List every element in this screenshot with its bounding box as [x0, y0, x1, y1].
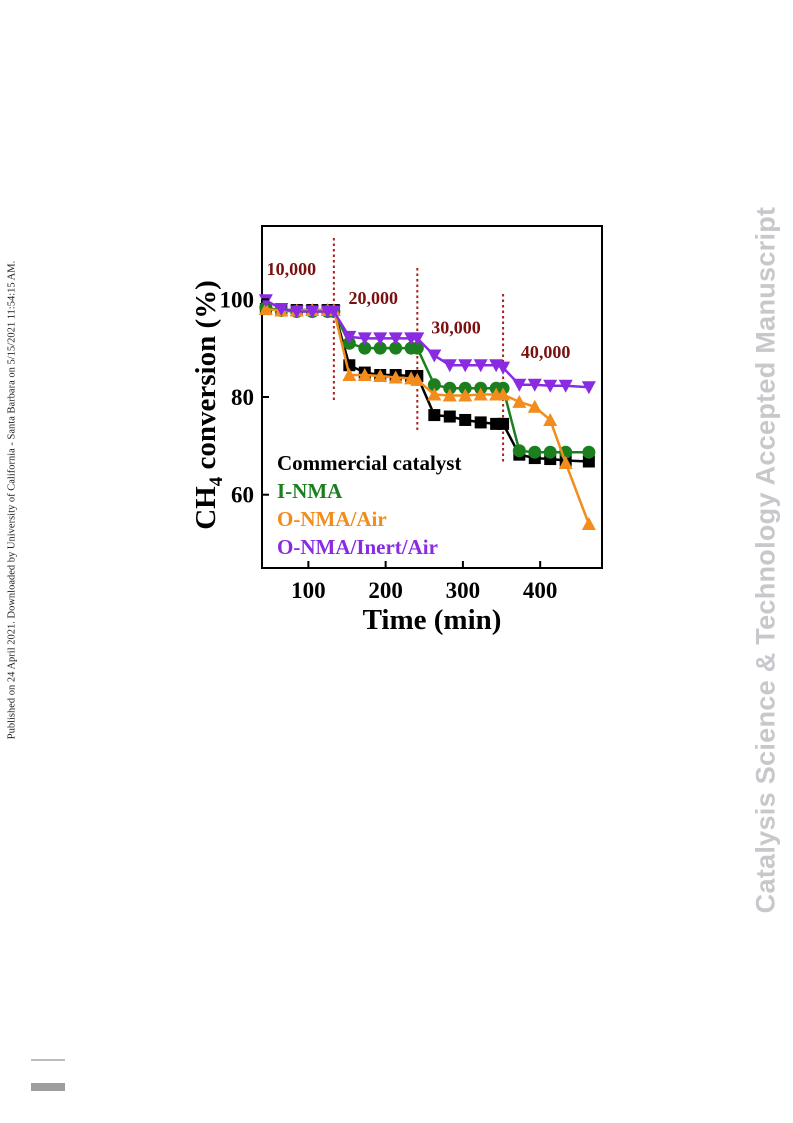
y-axis-label-sub: 4 — [206, 476, 227, 486]
y-tick-label-100: 100 — [220, 287, 255, 312]
series-1-point-13 — [428, 409, 441, 422]
series-1-point-18 — [497, 417, 510, 430]
stage-dividers — [332, 238, 505, 462]
series-2-point-9 — [373, 341, 387, 355]
x-tick-label-100: 100 — [291, 578, 326, 603]
series-4-point-14 — [442, 359, 457, 373]
stage-label-1: 10,000 — [267, 259, 317, 279]
series-1-point-16 — [474, 416, 487, 429]
series-4-point-7 — [342, 330, 357, 344]
series-3-point-13 — [427, 387, 442, 401]
y-axis-label-prefix: CH — [190, 486, 222, 530]
x-tick-label-200: 200 — [368, 578, 403, 603]
series-1-point-23 — [582, 455, 595, 468]
series-1-point-15 — [459, 413, 472, 426]
series-3-point-8 — [357, 368, 372, 382]
series-3-point-1 — [258, 302, 273, 316]
series-3-point-12 — [410, 372, 425, 386]
series-3-point-23 — [581, 517, 596, 531]
series-3-point-14 — [442, 388, 457, 402]
y-tick-label-60: 60 — [231, 483, 254, 508]
series-4-point-3 — [289, 305, 304, 319]
x-axis-label: Time (min) — [363, 604, 502, 636]
series-4-point-12 — [410, 332, 425, 346]
series-4-point-15 — [458, 359, 473, 373]
series-4-point-1 — [258, 294, 273, 308]
series-4-point-10 — [388, 332, 403, 346]
x-tick-label-300: 300 — [446, 578, 481, 603]
y-axis-label-suffix: conversion (%) — [190, 280, 222, 477]
series-layer — [258, 294, 596, 531]
series-1-point-14 — [443, 410, 456, 423]
stage-label-2: 20,000 — [349, 288, 399, 308]
series-2-point-23 — [582, 445, 596, 459]
series-2-point-19 — [512, 444, 526, 458]
legend-entry-4: O-NMA/Inert/Air — [277, 535, 438, 559]
legend-entry-3: O-NMA/Air — [277, 507, 387, 531]
labels-layer: 10,000 20,000 30,000 40,000 — [267, 259, 571, 362]
series-3-point-10 — [388, 370, 403, 384]
series-4-point-6 — [326, 305, 341, 319]
series-4-point-2 — [274, 303, 289, 317]
y-tick-label-80: 80 — [231, 385, 254, 410]
series-4-point-4 — [305, 305, 320, 319]
series-4-point-8 — [357, 332, 372, 346]
legend-entry-1: Commercial catalyst — [277, 451, 461, 475]
series-3-point-21 — [543, 412, 558, 426]
series-2-point-10 — [389, 341, 403, 355]
series-3-point-15 — [458, 388, 473, 402]
x-tick-label-400: 400 — [523, 578, 558, 603]
series-2-point-14 — [443, 381, 457, 395]
series-2-point-8 — [358, 341, 372, 355]
series-3-point-22 — [558, 455, 573, 469]
series-2-point-13 — [427, 378, 441, 392]
footer-rule — [31, 1059, 65, 1061]
series-4-point-23 — [581, 381, 596, 395]
series-3-point-20 — [527, 399, 542, 413]
series-3-point-19 — [512, 394, 527, 408]
series-4-point-22 — [558, 379, 573, 393]
footer-block — [31, 1083, 65, 1091]
legend-entry-2: I-NMA — [277, 479, 343, 503]
series-4-point-16 — [473, 359, 488, 373]
series-2-point-15 — [458, 381, 472, 395]
series-3-point-7 — [342, 368, 357, 382]
stage-label-3: 30,000 — [431, 317, 481, 337]
series-4-point-19 — [512, 378, 527, 392]
series-3-point-16 — [473, 387, 488, 401]
stage-label-4: 40,000 — [521, 342, 571, 362]
series-4 — [258, 294, 596, 395]
series-2-point-12 — [410, 341, 424, 355]
series-3-point-9 — [373, 368, 388, 382]
series-4-point-13 — [427, 349, 442, 363]
series-2-point-21 — [543, 445, 557, 459]
legend: Commercial catalyst I-NMA O-NMA/Air O-NMA/I… — [277, 451, 461, 559]
series-4-point-9 — [373, 332, 388, 346]
series-4-point-20 — [527, 378, 542, 392]
series-4-point-18 — [496, 361, 511, 375]
series-4-point-21 — [543, 379, 558, 393]
series-2-point-20 — [528, 445, 542, 459]
series-3-point-18 — [496, 387, 511, 401]
axes-layer: 100 200 300 400 60 80 100 — [220, 287, 558, 603]
y-axis-label: CH4 conversion (%) — [190, 280, 227, 530]
